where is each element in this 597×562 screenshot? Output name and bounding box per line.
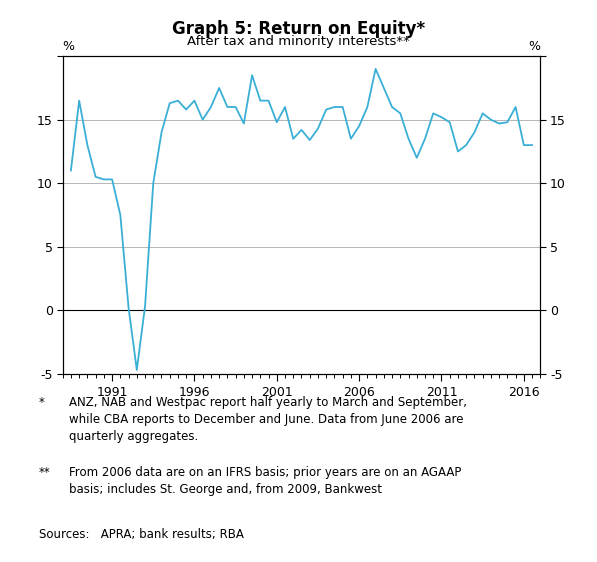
Text: %: % [528,40,540,53]
Text: From 2006 data are on an IFRS basis; prior years are on an AGAAP
basis; includes: From 2006 data are on an IFRS basis; pri… [69,466,461,496]
Text: After tax and minority interests**: After tax and minority interests** [187,35,410,48]
Text: *: * [39,396,45,409]
Text: Sources:   APRA; bank results; RBA: Sources: APRA; bank results; RBA [39,528,244,541]
Text: ANZ, NAB and Westpac report half yearly to March and September,
while CBA report: ANZ, NAB and Westpac report half yearly … [69,396,467,443]
Text: **: ** [39,466,51,479]
Text: %: % [63,40,75,53]
Text: Graph 5: Return on Equity*: Graph 5: Return on Equity* [172,20,425,38]
